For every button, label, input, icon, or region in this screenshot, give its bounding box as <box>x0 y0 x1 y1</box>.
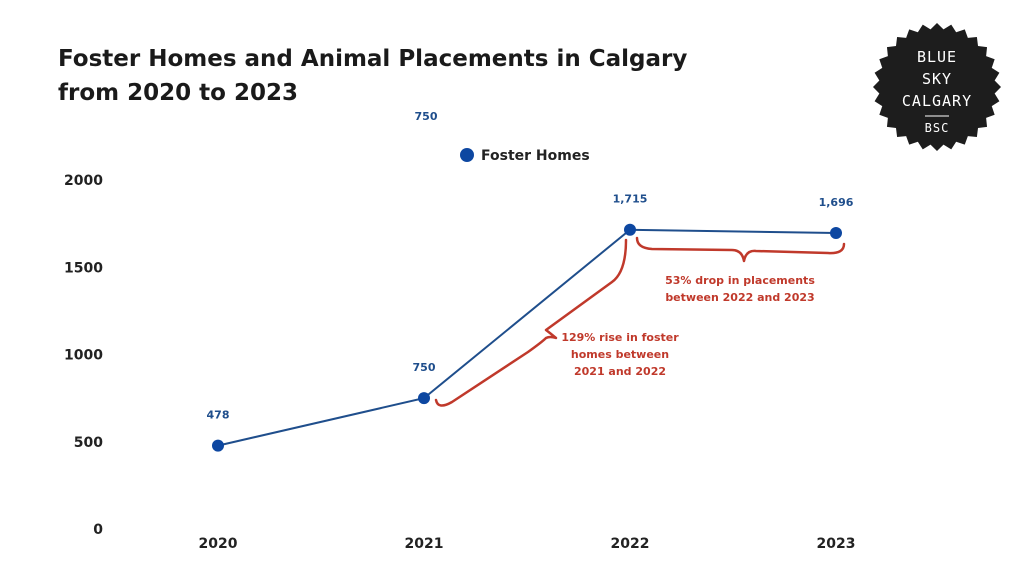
y-tick-label: 1000 <box>64 348 103 364</box>
data-point <box>624 223 636 236</box>
logo-line-3: CALGARY <box>902 92 972 110</box>
data-point <box>830 227 842 240</box>
annotation-rise-line-3: 2021 and 2022 <box>574 365 666 378</box>
bracket-drop-icon <box>635 236 846 263</box>
legend: Foster Homes <box>460 148 590 164</box>
annotation-rise-line-1: 129% rise in foster <box>561 331 679 344</box>
y-tick-label: 500 <box>74 435 103 451</box>
annotation-drop-line-1: 53% drop in placements <box>665 274 815 287</box>
x-axis-ticks: 2020 2021 2022 2023 <box>199 536 856 552</box>
x-tick-label: 2020 <box>199 536 238 552</box>
chart-title: Foster Homes and Animal Placements in Ca… <box>58 42 698 110</box>
data-point <box>212 439 224 452</box>
badge-icon: BLUE SKY CALGARY BSC <box>873 23 1001 151</box>
y-tick-label: 2000 <box>64 173 103 189</box>
data-label: 478 <box>207 409 230 422</box>
data-label: 1,715 <box>613 193 648 206</box>
logo-line-2: SKY <box>922 70 952 88</box>
series-line-foster-homes <box>217 228 837 447</box>
data-label: 1,696 <box>819 196 854 209</box>
data-point <box>418 392 430 405</box>
stray-data-label: 750 <box>415 110 438 123</box>
y-tick-label: 1500 <box>64 260 103 276</box>
x-tick-label: 2022 <box>611 536 650 552</box>
bracket-rise-icon <box>434 238 628 407</box>
legend-label: Foster Homes <box>481 148 590 164</box>
logo-line-1: BLUE <box>917 48 957 66</box>
logo-line-4: BSC <box>925 121 950 135</box>
annotation-rise-line-2: homes between <box>571 348 669 361</box>
data-points: 478 750 1,715 1,696 <box>207 193 854 452</box>
legend-marker-icon <box>460 148 474 162</box>
x-tick-label: 2023 <box>817 536 856 552</box>
x-tick-label: 2021 <box>405 536 444 552</box>
annotation-drop-line-2: between 2022 and 2023 <box>665 291 814 304</box>
y-tick-label: 0 <box>93 522 103 538</box>
title-line-1: Foster Homes and Animal Placements in Ca… <box>58 46 688 72</box>
annotation-brackets <box>434 236 846 407</box>
data-label: 750 <box>413 361 436 374</box>
y-axis-ticks: 0 500 1000 1500 2000 <box>64 173 103 538</box>
logo-badge: BLUE SKY CALGARY BSC <box>872 22 1002 152</box>
title-line-2: from 2020 to 2023 <box>58 80 298 106</box>
